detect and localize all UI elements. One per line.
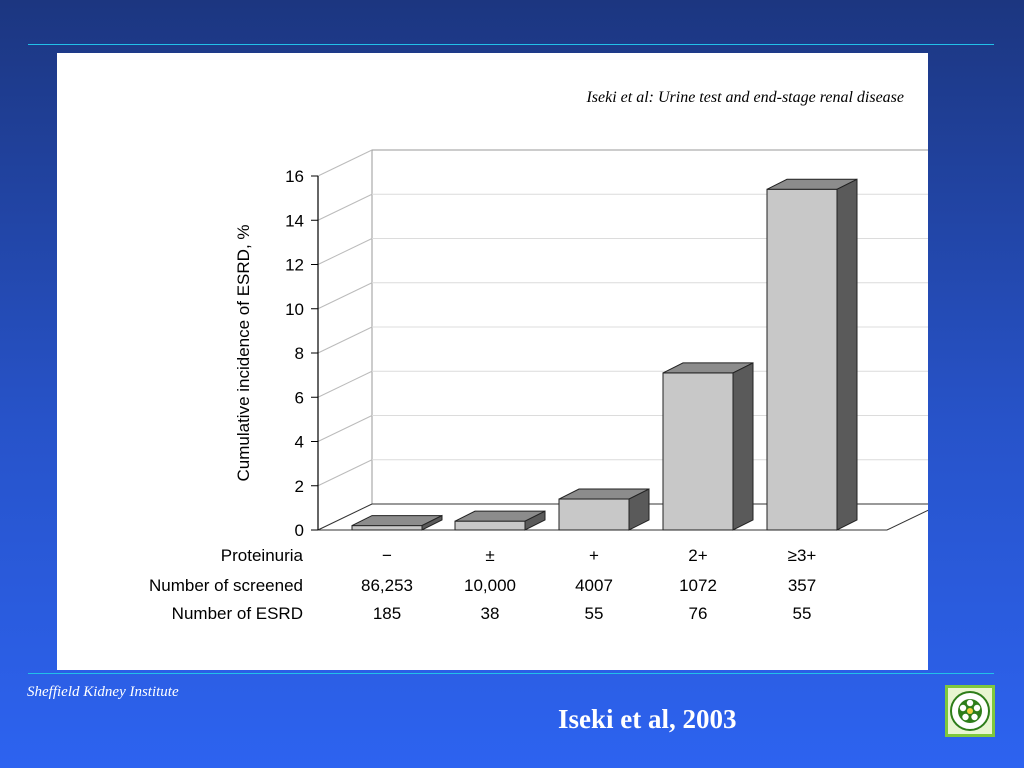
y-tick-label: 4 <box>295 433 304 452</box>
table-cell: 86,253 <box>361 576 413 595</box>
gridline-connector <box>317 415 373 442</box>
y-tick-label: 10 <box>285 300 304 319</box>
gridline-connector <box>317 370 373 398</box>
figure-panel: Iseki et al: Urine test and end-stage re… <box>57 53 928 670</box>
bar-side-1 <box>524 510 546 531</box>
y-tick-label: 8 <box>295 344 304 363</box>
table-cell: 10,000 <box>464 576 516 595</box>
top-divider-line <box>28 44 994 45</box>
esrd-bar-chart: Iseki et al: Urine test and end-stage re… <box>149 89 928 623</box>
kidney-institute-logo-icon <box>945 685 995 737</box>
bar-front-0 <box>351 525 423 531</box>
table-cell: 2+ <box>688 546 707 565</box>
table-cell: + <box>589 546 599 565</box>
table-cell: 185 <box>373 604 401 623</box>
bar-front-2 <box>558 498 630 531</box>
table-cell: ≥3+ <box>788 546 817 565</box>
gridline-connector <box>317 149 373 177</box>
bottom-divider-line <box>28 673 994 674</box>
bar-side-2 <box>628 488 650 531</box>
gridline-connector <box>317 238 373 265</box>
gridline-connector <box>317 282 373 310</box>
table-cell: 76 <box>689 604 708 623</box>
table-cell: 357 <box>788 576 816 595</box>
table-cell: 55 <box>793 604 812 623</box>
table-row-label: Proteinuria <box>221 546 304 565</box>
table-cell: ± <box>485 546 494 565</box>
table-cell: 1072 <box>679 576 717 595</box>
bar-side-3 <box>732 362 754 531</box>
y-tick-label: 2 <box>295 477 304 496</box>
citation-text: Iseki et al, 2003 <box>558 704 737 734</box>
bar-front-4 <box>766 188 838 531</box>
table-cell: 38 <box>481 604 500 623</box>
y-tick-label: 6 <box>295 388 304 407</box>
figure-header: Iseki et al: Urine test and end-stage re… <box>585 89 904 106</box>
gridline-connector <box>317 326 373 354</box>
y-tick-label: 14 <box>285 211 304 230</box>
table-cell: − <box>382 546 392 565</box>
y-tick-label: 0 <box>295 521 304 540</box>
table-row-label: Number of ESRD <box>172 604 303 623</box>
y-tick-label: 16 <box>285 167 304 186</box>
table-cell: 55 <box>585 604 604 623</box>
table-cell: 4007 <box>575 576 613 595</box>
gridline-connector <box>317 193 373 221</box>
bar-side-0 <box>421 514 443 531</box>
bar-side-4 <box>836 178 858 531</box>
chart-layer: 0 2 4 6 8 10 12 14 16 Cumulative incidence of ESR… <box>149 149 928 623</box>
gridline-connector <box>317 459 373 487</box>
institute-name: Sheffield Kidney Institute <box>27 684 179 700</box>
table-row-label: Number of screened <box>149 576 303 595</box>
bar-front-3 <box>662 372 734 531</box>
y-axis-title: Cumulative incidence of ESRD, % <box>234 224 253 481</box>
bar-front-1 <box>454 520 526 531</box>
y-tick-label: 12 <box>285 256 304 275</box>
